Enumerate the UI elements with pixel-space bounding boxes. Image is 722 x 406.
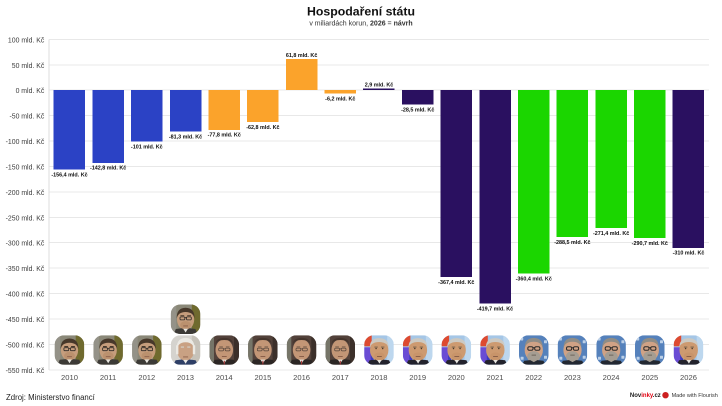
svg-text:2,9 mld. Kč: 2,9 mld. Kč [365, 83, 393, 89]
svg-text:-310 mld. Kč: -310 mld. Kč [673, 251, 705, 257]
svg-text:-288,5 mld. Kč: -288,5 mld. Kč [554, 240, 590, 246]
svg-text:-400 mld. Kč: -400 mld. Kč [6, 292, 45, 299]
svg-text:2021: 2021 [487, 373, 504, 382]
svg-text:-290,7 mld. Kč: -290,7 mld. Kč [632, 241, 668, 247]
svg-text:-350 mld. Kč: -350 mld. Kč [6, 266, 45, 273]
svg-text:-150 mld. Kč: -150 mld. Kč [6, 164, 45, 171]
svg-text:2013: 2013 [177, 373, 194, 382]
svg-text:-77,8 mld. Kč: -77,8 mld. Kč [208, 133, 241, 139]
svg-text:-28,5 mld. Kč: -28,5 mld. Kč [401, 108, 434, 114]
svg-text:2023: 2023 [564, 373, 581, 382]
svg-text:-62,8 mld. Kč: -62,8 mld. Kč [246, 125, 279, 131]
svg-text:2015: 2015 [254, 373, 271, 382]
svg-text:-200 mld. Kč: -200 mld. Kč [6, 190, 45, 197]
svg-text:2014: 2014 [216, 373, 233, 382]
svg-text:-360,4 mld. Kč: -360,4 mld. Kč [516, 276, 552, 282]
svg-text:-450 mld. Kč: -450 mld. Kč [6, 317, 45, 324]
svg-text:-300 mld. Kč: -300 mld. Kč [6, 241, 45, 248]
svg-text:Zdroj: Ministerstvo financí: Zdroj: Ministerstvo financí [6, 393, 96, 402]
svg-text:100 mld. Kč: 100 mld. Kč [8, 37, 45, 44]
svg-text:-156,4 mld. Kč: -156,4 mld. Kč [51, 173, 87, 179]
svg-text:-100 mld. Kč: -100 mld. Kč [6, 139, 45, 146]
svg-text:2020: 2020 [448, 373, 465, 382]
svg-text:-142,8 mld. Kč: -142,8 mld. Kč [90, 166, 126, 172]
svg-text:61,8 mld. Kč: 61,8 mld. Kč [286, 53, 317, 59]
svg-text:50 mld. Kč: 50 mld. Kč [12, 63, 45, 70]
svg-text:2012: 2012 [138, 373, 155, 382]
svg-text:2017: 2017 [332, 373, 349, 382]
svg-text:2024: 2024 [603, 373, 620, 382]
svg-text:-271,4 mld. Kč: -271,4 mld. Kč [593, 231, 629, 237]
svg-text:-550 mld. Kč: -550 mld. Kč [6, 368, 45, 375]
svg-text:Made with Flourish: Made with Flourish [672, 393, 718, 399]
svg-text:Hospodaření státu: Hospodaření státu [307, 5, 415, 19]
svg-text:2025: 2025 [641, 373, 658, 382]
svg-text:-367,4 mld. Kč: -367,4 mld. Kč [438, 280, 474, 286]
svg-text:2010: 2010 [61, 373, 78, 382]
svg-text:2016: 2016 [293, 373, 310, 382]
svg-text:-50 mld. Kč: -50 mld. Kč [9, 114, 44, 121]
svg-text:2019: 2019 [409, 373, 426, 382]
svg-text:2026: 2026 [680, 373, 697, 382]
svg-text:2011: 2011 [100, 373, 116, 382]
svg-text:Novinky.cz: Novinky.cz [630, 393, 661, 399]
svg-text:-81,3 mld. Kč: -81,3 mld. Kč [169, 134, 202, 140]
svg-text:0 mld. Kč: 0 mld. Kč [16, 88, 45, 95]
svg-text:-500 mld. Kč: -500 mld. Kč [6, 342, 45, 349]
svg-text:-419,7 mld. Kč: -419,7 mld. Kč [477, 306, 513, 312]
svg-text:v miliardách korun, 2026 = náv: v miliardách korun, 2026 = návrh [309, 21, 412, 28]
svg-text:2022: 2022 [525, 373, 542, 382]
svg-text:-6,2 mld. Kč: -6,2 mld. Kč [325, 96, 355, 102]
svg-text:-101 mld. Kč: -101 mld. Kč [131, 144, 163, 150]
svg-text:2018: 2018 [371, 373, 388, 382]
svg-text:-250 mld. Kč: -250 mld. Kč [6, 215, 45, 222]
